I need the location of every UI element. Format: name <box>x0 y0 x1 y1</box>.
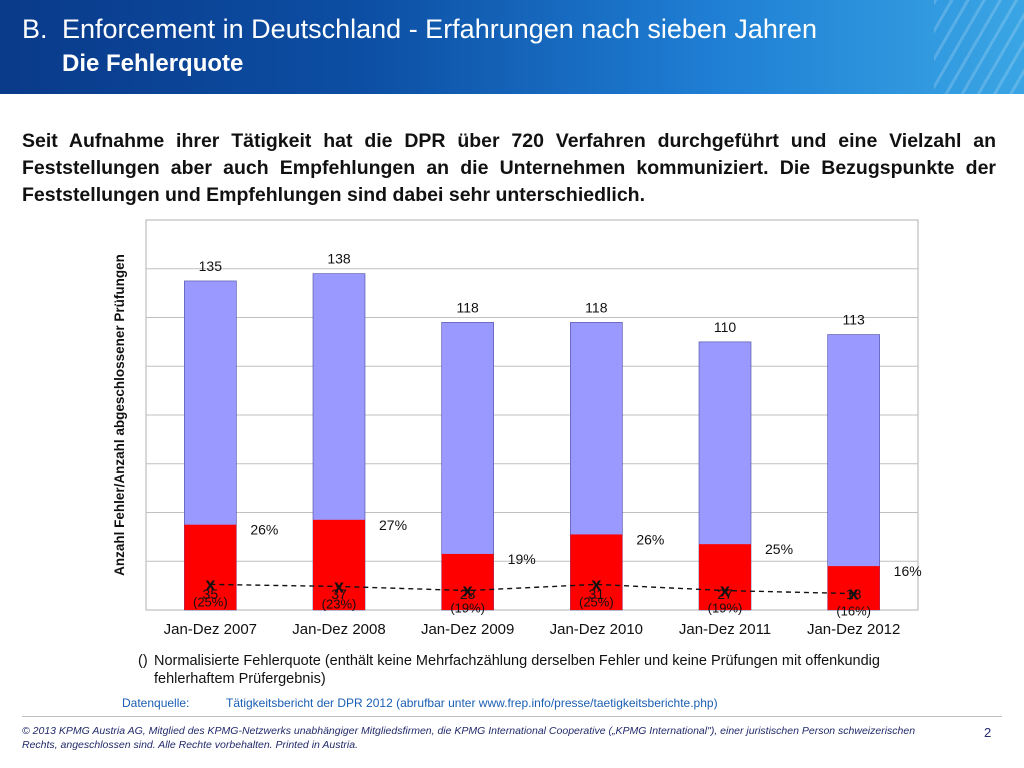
error-rate-label: 26% <box>250 522 278 538</box>
slide-title-text: Enforcement in Deutschland - Erfahrungen… <box>62 14 817 44</box>
note-text: Normalisierte Fehlerquote (enthält keine… <box>154 653 880 669</box>
error-bar <box>827 566 880 610</box>
error-value-label: 27 <box>717 586 733 602</box>
note-text-line2: fehlerhaftem Prüfergebnis) <box>154 671 326 687</box>
normalized-rate-marker: x <box>720 581 730 601</box>
normalized-rate-marker: x <box>849 584 859 604</box>
error-bar <box>699 544 751 610</box>
source-label: Datenquelle: <box>122 696 190 710</box>
total-value-label: 118 <box>457 299 480 315</box>
copyright-notice: © 2013 KPMG Austria AG, Mitglied des KPM… <box>22 725 916 751</box>
normalized-rate-label: (16%) <box>836 604 871 619</box>
x-tick-label: Jan-Dez 2009 <box>421 621 514 638</box>
error-value-label: 35 <box>203 586 219 602</box>
slide-subtitle: Die Fehlerquote <box>62 50 244 77</box>
error-rate-label: 16% <box>894 563 922 579</box>
error-value-label: 18 <box>846 586 862 602</box>
error-bar <box>184 524 237 610</box>
intro-paragraph: Seit Aufnahme ihrer Tätigkeit hat die DP… <box>22 130 996 206</box>
slide-title: B. Enforcement in Deutschland - Erfahrung… <box>22 14 817 45</box>
normalized-rate-label: (25%) <box>579 594 614 609</box>
total-value-label: 118 <box>585 299 608 315</box>
x-tick-label: Jan-Dez 2012 <box>807 621 900 638</box>
error-bar <box>313 519 365 610</box>
note-symbol: () <box>138 653 148 669</box>
total-value-label: 135 <box>199 258 223 274</box>
error-rate-label: 25% <box>765 541 793 557</box>
normalized-rate-marker: x <box>334 576 344 596</box>
page-number: 2 <box>984 725 992 740</box>
error-bar <box>441 553 494 610</box>
error-bar <box>570 534 623 610</box>
normalized-rate-label: (19%) <box>450 601 485 616</box>
normalized-rate-marker: x <box>205 574 215 594</box>
total-value-label: 138 <box>327 251 351 267</box>
y-axis-label: Anzahl Fehler/Anzahl abgeschlossener Prü… <box>112 254 127 576</box>
normalized-rate-label: (25%) <box>193 594 228 609</box>
normalized-rate-label: (23%) <box>322 596 357 611</box>
footer-divider <box>22 716 1002 717</box>
normalized-rate-marker: x <box>591 574 601 594</box>
x-tick-label: Jan-Dez 2008 <box>292 621 385 638</box>
source-text: Tätigkeitsbericht der DPR 2012 (abrufbar… <box>226 696 718 710</box>
x-tick-label: Jan-Dez 2007 <box>164 621 257 638</box>
data-source: Datenquelle: Tätigkeitsbericht der DPR 20… <box>122 696 718 710</box>
error-value-label: 37 <box>331 586 347 602</box>
error-rate-label: 27% <box>379 517 407 533</box>
total-value-label: 113 <box>843 312 866 328</box>
x-tick-label: Jan-Dez 2011 <box>679 621 771 638</box>
header-decoration <box>934 0 1024 94</box>
slide-header: B. Enforcement in Deutschland - Erfahrung… <box>0 0 1024 94</box>
total-bar <box>827 334 880 611</box>
error-rate-label: 19% <box>508 551 536 567</box>
normalized-rate-label: (19%) <box>708 601 743 616</box>
error-rate-label: 26% <box>636 531 664 547</box>
normalized-rate-marker: x <box>463 581 473 601</box>
error-value-label: 31 <box>589 586 605 602</box>
section-number: B. <box>22 14 48 44</box>
total-value-label: 110 <box>714 319 737 335</box>
x-tick-label: Jan-Dez 2010 <box>550 621 643 638</box>
chart-note: () Normalisierte Fehlerquote (enthält kei… <box>138 652 938 688</box>
